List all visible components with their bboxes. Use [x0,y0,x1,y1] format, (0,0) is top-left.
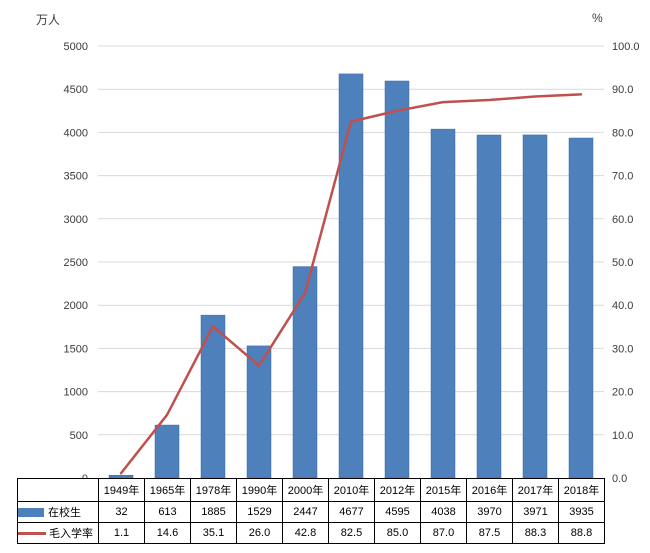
right-axis-tick: 0.0 [612,473,627,485]
legend-key-gross-enrollment-rate: 毛入学率 [17,522,99,544]
table-cell-在校生-1949年: 32 [98,501,145,523]
table-cell-毛入学率-1965年: 14.6 [144,522,191,544]
table-corner-blank [17,478,99,502]
table-cell-在校生-1990年: 1529 [236,501,283,523]
right-axis-tick: 40.0 [612,300,633,312]
bar-2012年 [384,80,410,479]
right-axis-tick: 50.0 [612,257,633,269]
bar-2016年 [476,134,502,479]
left-axis-tick: 4500 [64,84,88,96]
left-axis-tick: 1000 [64,387,88,399]
table-cell-毛入学率-2015年: 87.0 [420,522,467,544]
right-axis-tick: 20.0 [612,387,633,399]
right-axis-title: % [592,11,603,25]
table-cell-毛入学率-1990年: 26.0 [236,522,283,544]
right-axis-tick: 80.0 [612,127,633,139]
table-cell-在校生-2010年: 4677 [328,501,375,523]
right-axis-tick: 70.0 [612,171,633,183]
year-header-2015年: 2015年 [420,478,467,502]
right-axis-tick: 90.0 [612,84,633,96]
table-cell-在校生-2015年: 4038 [420,501,467,523]
year-header-2000年: 2000年 [282,478,329,502]
table-cell-在校生-2012年: 4595 [374,501,421,523]
year-header-1949年: 1949年 [98,478,145,502]
bar-2015年 [430,128,456,479]
right-axis-tick: 10.0 [612,430,633,442]
left-axis-tick: 3000 [64,214,88,226]
left-axis-tick: 3500 [64,171,88,183]
table-cell-毛入学率-2000年: 42.8 [282,522,329,544]
bar-2018年 [568,137,594,479]
line-series-swatch-icon [18,532,46,535]
bar-1990年 [246,345,272,479]
year-header-2012年: 2012年 [374,478,421,502]
year-header-2018年: 2018年 [558,478,605,502]
left-axis-title: 万人 [36,13,61,27]
rate-line [119,93,583,475]
bar-series-swatch-icon [18,508,44,517]
table-cell-毛入学率-2010年: 82.5 [328,522,375,544]
bar-2000年 [292,266,318,479]
bar-1965年 [154,424,180,479]
bar-1978年 [200,314,226,479]
left-axis-tick: 4000 [64,127,88,139]
table-cell-毛入学率-2017年: 88.3 [512,522,559,544]
year-header-2016年: 2016年 [466,478,513,502]
series-name: 在校生 [48,507,81,519]
table-cell-在校生-2016年: 3970 [466,501,513,523]
table-cell-在校生-1978年: 1885 [190,501,237,523]
year-header-2010年: 2010年 [328,478,375,502]
right-axis-tick: 30.0 [612,343,633,355]
left-axis-tick: 2000 [64,300,88,312]
right-axis-tick: 60.0 [612,214,633,226]
year-header-1990年: 1990年 [236,478,283,502]
left-axis-tick: 1500 [64,343,88,355]
chart-data-table: 1949年 1965年 1978年 1990年 2000年 2010年 2012年 2015年… [17,478,605,544]
table-cell-毛入学率-2016年: 87.5 [466,522,513,544]
bar-2017年 [522,134,548,479]
left-axis-tick: 5000 [64,41,88,53]
table-cell-毛入学率-2012年: 85.0 [374,522,421,544]
bar-1949年 [108,474,134,479]
legend-key-enrollment: 在校生 [17,501,99,523]
year-header-2017年: 2017年 [512,478,559,502]
table-cell-在校生-1965年: 613 [144,501,191,523]
table-cell-在校生-2000年: 2447 [282,501,329,523]
table-cell-在校生-2017年: 3971 [512,501,559,523]
right-axis-tick: 100.0 [612,41,640,53]
table-cell-在校生-2018年: 3935 [558,501,605,523]
left-axis-tick: 500 [70,430,88,442]
bar-2010年 [338,73,364,479]
year-header-1965年: 1965年 [144,478,191,502]
left-axis-tick: 2500 [64,257,88,269]
table-cell-毛入学率-2018年: 88.8 [558,522,605,544]
table-cell-毛入学率-1978年: 35.1 [190,522,237,544]
series-name: 毛入学率 [49,528,93,540]
table-cell-毛入学率-1949年: 1.1 [98,522,145,544]
year-header-1978年: 1978年 [190,478,237,502]
